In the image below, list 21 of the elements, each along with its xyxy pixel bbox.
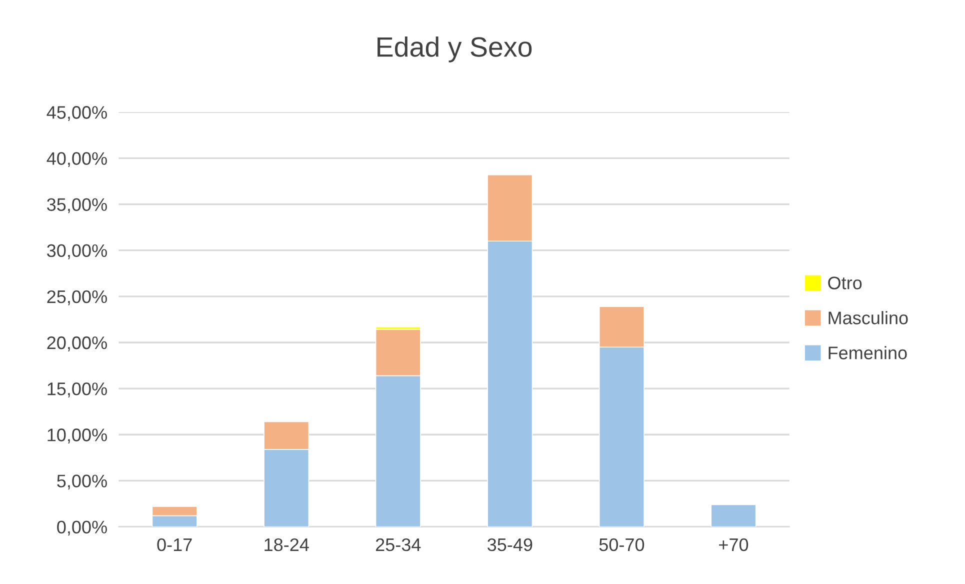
- y-tick-label: 25,00%: [47, 290, 107, 306]
- chart-title: Edad y Sexo: [378, 36, 532, 62]
- y-tick-label: 30,00%: [47, 244, 107, 260]
- bar: [710, 504, 756, 527]
- x-tick-label: +70: [719, 538, 748, 552]
- y-tick-label: 15,00%: [48, 382, 107, 398]
- y-tick-label: 20,00%: [47, 336, 107, 352]
- legend-label: Masculino: [828, 311, 908, 324]
- y-tick-label: 5,00%: [57, 474, 107, 490]
- x-tick-label: 50-70: [599, 538, 644, 552]
- x-tick-label: 25-34: [376, 538, 421, 552]
- y-tick-label: 40,00%: [46, 152, 107, 168]
- y-tick-label: 0,00%: [57, 520, 107, 536]
- legend-label: Femenino: [828, 346, 907, 360]
- y-tick-label: 35,00%: [47, 198, 107, 214]
- x-tick-label: 18-24: [264, 538, 309, 552]
- legend-label: Otro: [828, 276, 862, 290]
- y-tick-label: 45,00%: [46, 106, 107, 121]
- x-tick-label: 35-49: [488, 538, 532, 552]
- x-tick-label: 0-17: [157, 538, 192, 552]
- y-tick-label: 10,00%: [48, 428, 107, 444]
